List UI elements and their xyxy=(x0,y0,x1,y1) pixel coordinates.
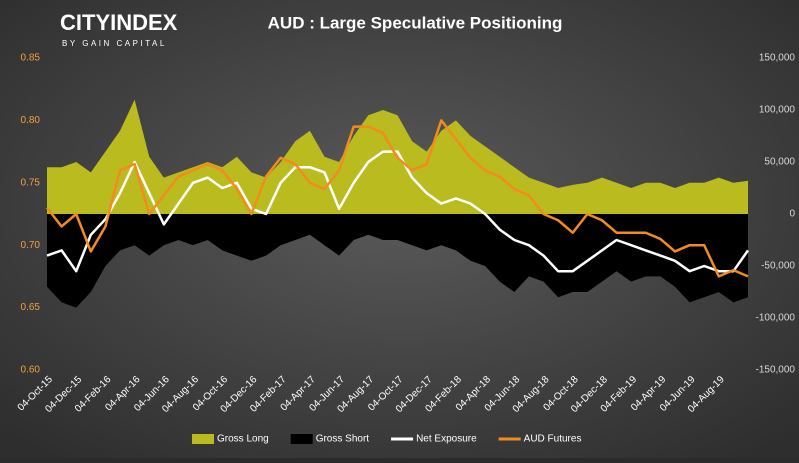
legend-swatch xyxy=(290,434,313,444)
y-tick-label: 0.60 xyxy=(21,365,41,376)
y2-tick-label: -50,000 xyxy=(761,261,795,272)
legend-label: Gross Short xyxy=(316,434,370,445)
y2-tick-label: 0 xyxy=(789,209,795,220)
y2-tick-label: 100,000 xyxy=(759,105,796,116)
chart-title: AUD : Large Speculative Positioning xyxy=(268,13,563,32)
line xyxy=(46,119,749,278)
legend-swatch xyxy=(192,434,214,444)
legend-label: Gross Long xyxy=(217,434,269,445)
legend-label: AUD Futures xyxy=(524,434,582,445)
y2-tick-label: -150,000 xyxy=(756,365,796,376)
y-tick-label: 0.85 xyxy=(21,53,41,64)
legend-label: Net Exposure xyxy=(416,434,477,445)
y-tick-label: 0.75 xyxy=(21,177,41,188)
y-tick-label: 0.70 xyxy=(21,240,41,251)
line xyxy=(46,150,750,273)
logo-tagline: BY GAIN CAPITAL xyxy=(62,39,167,48)
y2-tick-label: 150,000 xyxy=(759,53,796,64)
y2-tick-label: 50,000 xyxy=(764,157,795,168)
y2-tick-label: -100,000 xyxy=(756,313,796,324)
y-tick-label: 0.80 xyxy=(21,115,41,126)
area xyxy=(47,214,748,308)
logo-name: CITYINDEX xyxy=(60,10,178,35)
y-tick-label: 0.65 xyxy=(21,302,41,313)
